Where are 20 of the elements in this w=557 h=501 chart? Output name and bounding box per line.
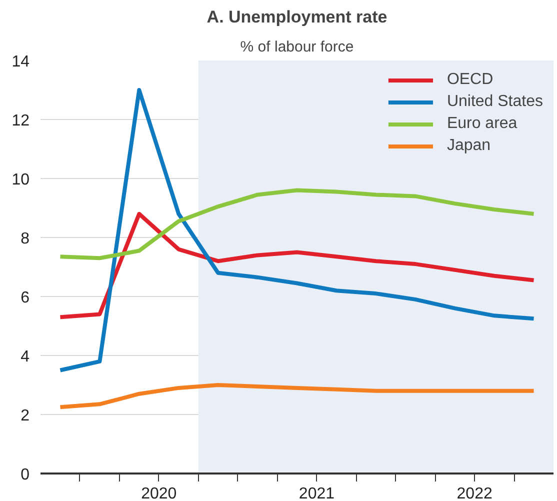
legend-label: OECD bbox=[446, 71, 494, 89]
y-tick-label: 14 bbox=[12, 54, 30, 70]
legend-label: United States bbox=[446, 93, 543, 111]
y-tick-label: 0 bbox=[20, 466, 30, 484]
legend-label: Euro area bbox=[446, 115, 518, 133]
x-tick-label: 2021 bbox=[298, 486, 335, 501]
line-series bbox=[58, 212, 536, 320]
line-series bbox=[58, 188, 536, 260]
x-tick-label: 2022 bbox=[456, 486, 492, 501]
y-tick-label: 6 bbox=[20, 290, 30, 306]
legend-label: Japan bbox=[446, 137, 491, 155]
x-tick-label: 2020 bbox=[141, 486, 177, 501]
line-series bbox=[58, 383, 536, 410]
y-tick-label: 4 bbox=[20, 348, 30, 366]
chart-title: A. Unemployment rate bbox=[206, 8, 388, 26]
y-tick-label: 8 bbox=[20, 230, 30, 248]
y-tick-label: 10 bbox=[12, 172, 30, 188]
y-tick-label: 12 bbox=[12, 112, 30, 130]
chart-subtitle: % of labour force bbox=[240, 38, 354, 56]
y-tick-label: 2 bbox=[20, 408, 30, 424]
